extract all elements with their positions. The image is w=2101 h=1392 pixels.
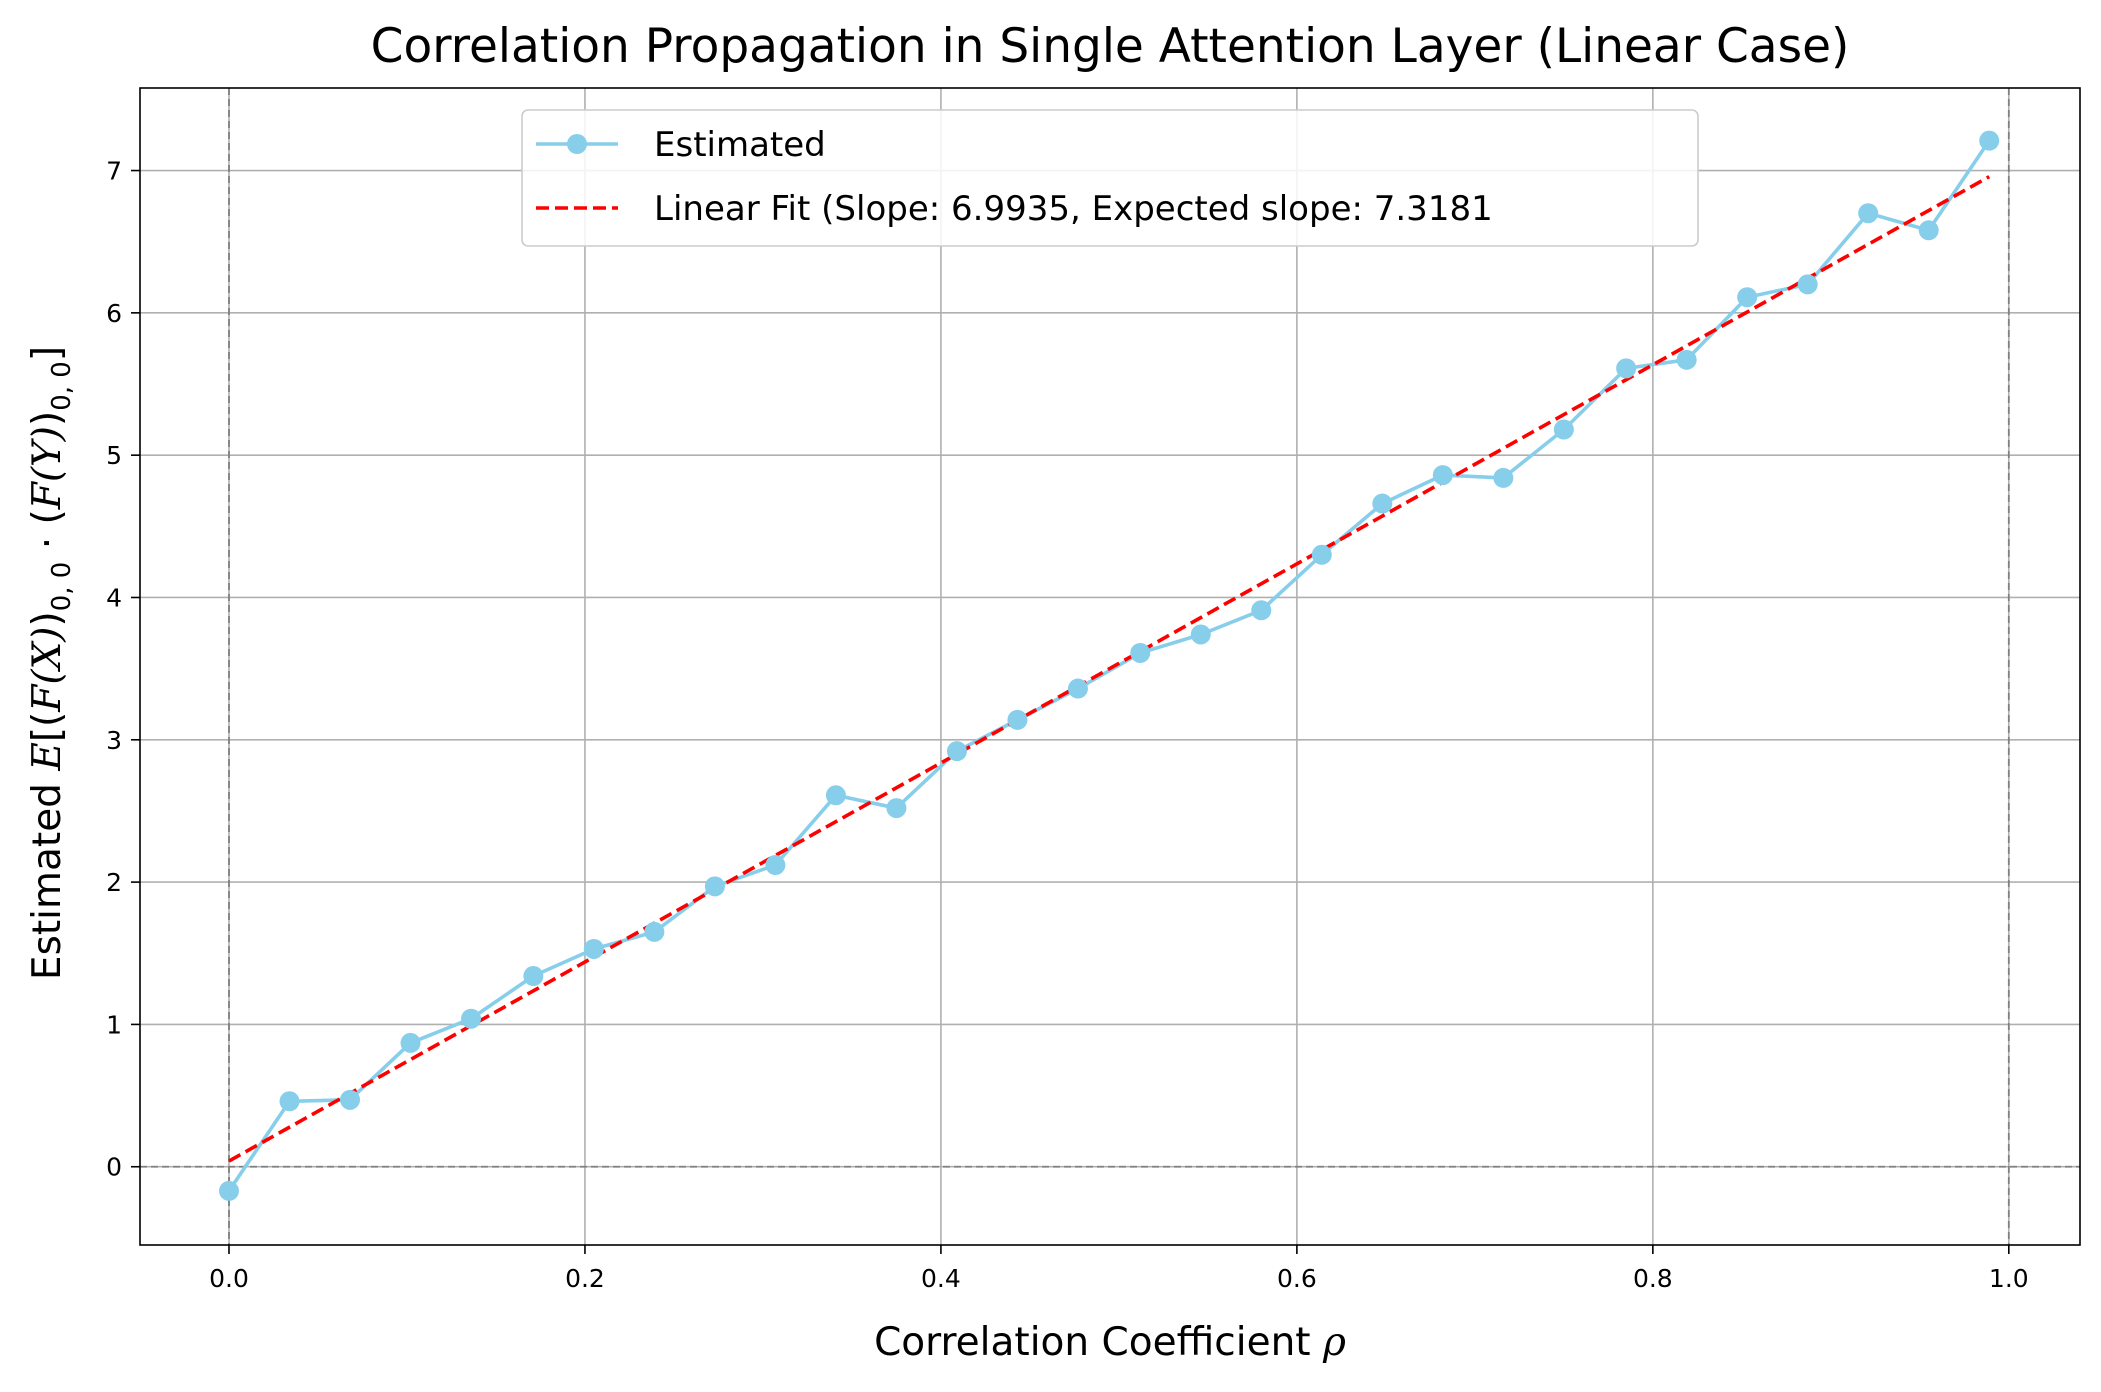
- y-tick-label: 4: [106, 583, 122, 612]
- estimated-point: [765, 855, 786, 876]
- x-axis-ticks: 0.0 0.2 0.4 0.6 0.8 1.0: [209, 1245, 2029, 1293]
- y-label-e: E: [25, 742, 70, 771]
- estimated-point: [1858, 203, 1879, 224]
- estimated-point: [1737, 287, 1758, 308]
- legend: Estimated Linear Fit (Slope: 6.9935, Exp…: [521, 109, 1699, 247]
- y-label-sub1: 0, 0: [47, 562, 77, 612]
- estimated-point: [704, 876, 725, 897]
- y-label-fx: F: [25, 683, 70, 713]
- reference-lines: [140, 88, 2080, 1245]
- x-axis-label-text: Correlation Coefficient: [874, 1320, 1323, 1365]
- x-tick-label: 0.2: [565, 1264, 605, 1293]
- estimated-point: [946, 741, 967, 762]
- estimated-point: [1676, 349, 1697, 370]
- legend-estimated-marker: [567, 134, 587, 154]
- x-tick-label: 0.0: [209, 1264, 249, 1293]
- x-axis-label-symbol: ρ: [1322, 1320, 1346, 1365]
- estimated-point: [1979, 130, 2000, 151]
- x-tick-label: 1.0: [1989, 1264, 2029, 1293]
- legend-estimated-label: Estimated: [654, 125, 826, 165]
- y-label-fy: F: [25, 480, 70, 510]
- y-tick-label: 3: [106, 726, 122, 755]
- x-tick-label: 0.8: [1633, 1264, 1673, 1293]
- estimated-point: [1918, 220, 1939, 241]
- y-label-close2: ): [25, 411, 70, 426]
- linear-fit-line: [228, 175, 1991, 1163]
- estimated-point: [1007, 709, 1028, 730]
- y-label-open: [(: [25, 712, 70, 742]
- estimated-point: [825, 785, 846, 806]
- y-label-x: (X): [25, 626, 70, 684]
- plot-frame: [139, 87, 2081, 1246]
- estimated-point: [1251, 600, 1272, 621]
- estimated-point: [1432, 465, 1453, 486]
- estimated-point: [1190, 624, 1211, 645]
- estimated-point: [400, 1032, 421, 1053]
- y-tick-label: 6: [106, 299, 122, 328]
- legend-box: [521, 109, 1699, 247]
- estimated-point: [218, 1180, 239, 1201]
- estimated-point: [279, 1091, 300, 1112]
- estimated-point: [1372, 493, 1393, 514]
- y-label-close1: ): [25, 611, 70, 626]
- estimated-point: [461, 1008, 482, 1029]
- y-axis-ticks: 0 1 2 3 4 5 6 7: [106, 157, 140, 1182]
- estimated-point: [1493, 467, 1514, 488]
- x-tick-label: 0.4: [921, 1264, 961, 1293]
- y-tick-label: 2: [106, 868, 122, 897]
- y-label-dot: · (: [25, 509, 70, 561]
- y-label-end: ]: [25, 346, 70, 361]
- estimated-point: [1616, 358, 1637, 379]
- estimated-point: [644, 921, 665, 942]
- y-tick-label: 7: [106, 157, 122, 186]
- estimated-point: [1797, 274, 1818, 295]
- y-tick-label: 1: [106, 1010, 122, 1039]
- y-tick-label: 0: [106, 1153, 122, 1182]
- series-layer: [218, 130, 2000, 1201]
- estimated-point: [1311, 544, 1332, 565]
- estimated-point: [886, 798, 907, 819]
- y-label-y: (Y): [25, 426, 70, 482]
- chart-title: Correlation Propagation in Single Attent…: [371, 19, 1850, 74]
- y-label-sub2: 0, 0: [47, 361, 77, 411]
- x-tick-label: 0.6: [1277, 1264, 1317, 1293]
- y-axis-label-text: Estimated: [25, 771, 70, 980]
- estimated-point: [583, 938, 604, 959]
- y-tick-label: 5: [106, 441, 122, 470]
- legend-fit-label: Linear Fit (Slope: 6.9935, Expected slop…: [654, 189, 1493, 229]
- y-axis-label: Estimated E[(F(X))0, 0 · (F(Y))0, 0]: [25, 346, 77, 980]
- estimated-point: [1130, 642, 1151, 663]
- estimated-point: [1553, 419, 1574, 440]
- estimated-point: [1067, 678, 1088, 699]
- estimated-point: [340, 1089, 361, 1110]
- estimated-point: [523, 966, 544, 987]
- x-axis-label: Correlation Coefficient ρ: [874, 1320, 1346, 1365]
